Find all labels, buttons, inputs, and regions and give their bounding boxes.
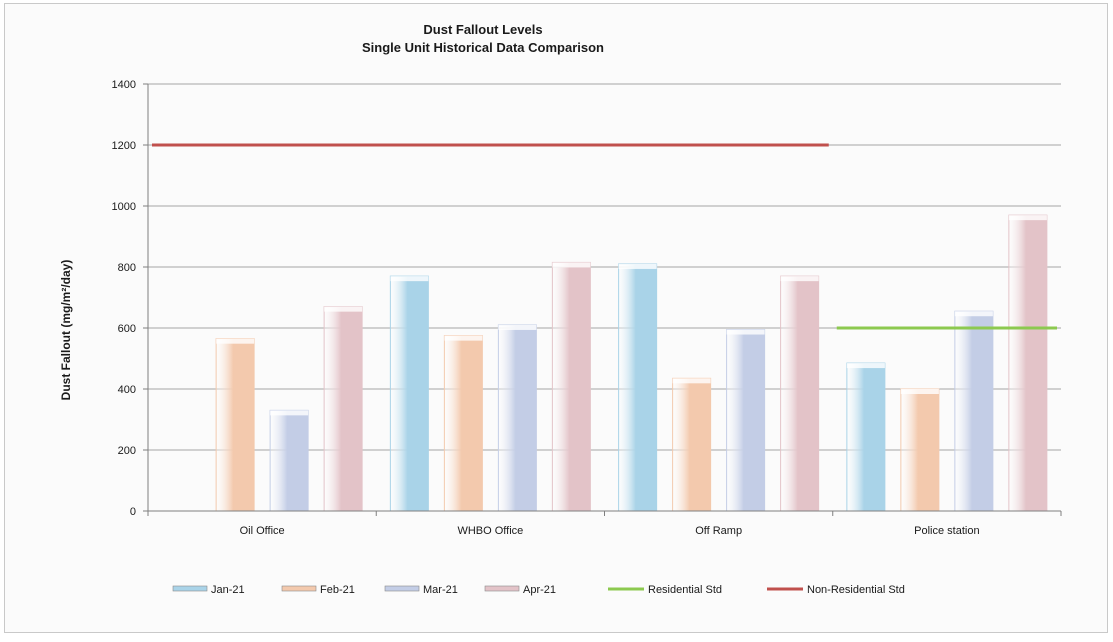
chart-title: Dust Fallout Levels bbox=[423, 22, 542, 37]
bar-top-highlight bbox=[324, 306, 363, 312]
x-category-label: Police station bbox=[914, 525, 979, 537]
y-tick-label: 800 bbox=[118, 262, 136, 274]
legend-label: Mar-21 bbox=[423, 584, 458, 596]
x-category-label: Off Ramp bbox=[695, 525, 742, 537]
y-tick-label: 200 bbox=[118, 445, 136, 457]
y-tick-label: 600 bbox=[118, 323, 136, 335]
legend-label: Jan-21 bbox=[211, 584, 245, 596]
dust-fallout-chart: Dust Fallout Levels Single Unit Historic… bbox=[59, 22, 1062, 596]
legend-label: Non-Residential Std bbox=[807, 584, 905, 596]
x-category-label: WHBO Office bbox=[457, 525, 523, 537]
bar-top-highlight bbox=[618, 263, 657, 269]
legend-label: Residential Std bbox=[648, 584, 722, 596]
chart-subtitle: Single Unit Historical Data Comparison bbox=[362, 40, 604, 55]
bar-top-highlight bbox=[900, 389, 939, 394]
bar-top-highlight bbox=[270, 410, 309, 416]
bar-top-highlight bbox=[1008, 215, 1047, 221]
bar bbox=[323, 306, 363, 512]
bar-top-highlight bbox=[498, 324, 537, 330]
bar bbox=[389, 275, 429, 512]
bar bbox=[497, 324, 537, 512]
bar bbox=[215, 338, 255, 512]
bar bbox=[672, 377, 712, 512]
legend-swatch bbox=[172, 585, 208, 592]
axes: 0 200 400 600 800 1000 1200 1400 Oil Office WHBO … bbox=[112, 79, 1062, 537]
legend-swatch bbox=[484, 585, 520, 592]
bar bbox=[780, 275, 820, 512]
y-tick-label: 0 bbox=[130, 506, 136, 518]
legend: Jan-21 Feb-21 Mar-21 Apr-21 Residential Std N… bbox=[172, 584, 905, 596]
bar-top-highlight bbox=[672, 378, 711, 384]
bar bbox=[551, 261, 591, 512]
y-tick-label: 1200 bbox=[112, 140, 136, 152]
legend-label: Feb-21 bbox=[320, 584, 355, 596]
bar bbox=[846, 362, 886, 512]
bar bbox=[726, 329, 766, 512]
bar bbox=[900, 388, 940, 512]
chart-frame: Dust Fallout Levels Single Unit Historic… bbox=[4, 3, 1108, 633]
bar-top-highlight bbox=[390, 276, 429, 282]
bar-top-highlight bbox=[954, 311, 993, 317]
bar-top-highlight bbox=[780, 276, 819, 282]
bars bbox=[215, 214, 1048, 512]
legend-swatch bbox=[281, 585, 317, 592]
legend-label: Apr-21 bbox=[523, 584, 556, 596]
y-tick-label: 1400 bbox=[112, 79, 136, 91]
reference-lines bbox=[152, 143, 1057, 330]
bar bbox=[443, 335, 483, 512]
bar-top-highlight bbox=[726, 329, 765, 335]
legend-swatch bbox=[384, 585, 420, 592]
bar bbox=[618, 263, 658, 512]
x-category-label: Oil Office bbox=[240, 525, 285, 537]
bar bbox=[269, 409, 309, 512]
bar bbox=[1008, 214, 1048, 512]
y-axis-label: Dust Fallout (mg/m²/day) bbox=[59, 260, 73, 401]
bar-top-highlight bbox=[846, 363, 885, 369]
bar bbox=[954, 310, 994, 512]
bar-top-highlight bbox=[216, 338, 255, 344]
y-tick-label: 400 bbox=[118, 384, 136, 396]
bar-top-highlight bbox=[444, 335, 483, 341]
bar-top-highlight bbox=[552, 262, 591, 268]
y-tick-label: 1000 bbox=[112, 201, 136, 213]
